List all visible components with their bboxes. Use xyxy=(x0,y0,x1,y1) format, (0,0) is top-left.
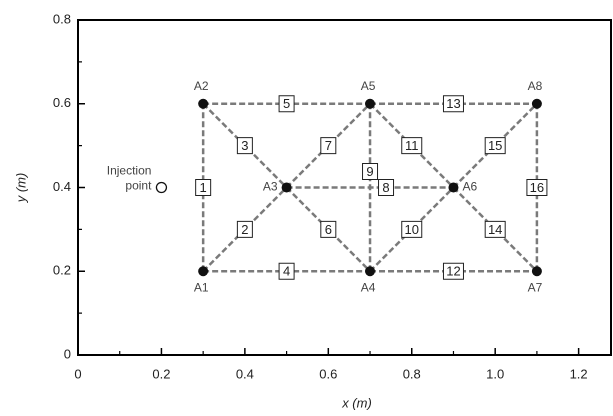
edge-label: 6 xyxy=(325,222,332,237)
node xyxy=(365,266,376,277)
y-tick-label: 0.6 xyxy=(53,95,71,110)
x-tick-label: 0.8 xyxy=(403,366,421,381)
annotation-text: Injection xyxy=(107,164,152,178)
injection-point xyxy=(155,181,168,194)
node xyxy=(365,98,376,109)
edge-label-box xyxy=(484,220,506,238)
node-label: A2 xyxy=(194,79,209,93)
edge-label: 13 xyxy=(446,96,460,111)
x-tick-label: 0.4 xyxy=(236,366,254,381)
node xyxy=(448,182,459,193)
edge-label-box xyxy=(378,179,395,196)
edge-label: 4 xyxy=(283,264,290,279)
node-label: A4 xyxy=(361,280,376,294)
node-label: A1 xyxy=(194,280,209,294)
edge-label: 9 xyxy=(366,164,373,179)
edge-label: 7 xyxy=(325,138,332,153)
edge-label: 16 xyxy=(530,180,544,195)
edge-label: 14 xyxy=(488,222,502,237)
node xyxy=(531,98,542,109)
edge-label: 15 xyxy=(488,138,502,153)
edge-label: 11 xyxy=(405,138,419,153)
edge-label-box xyxy=(401,137,423,155)
edge-label: 10 xyxy=(405,222,419,237)
edge-label-box xyxy=(320,137,337,155)
edge-label-box xyxy=(236,137,253,155)
y-tick-label: 0 xyxy=(64,346,71,361)
x-tick-label: 1.2 xyxy=(570,366,588,381)
edge-label-box xyxy=(320,220,337,238)
edge-label-box xyxy=(362,163,379,180)
y-tick-label: 0.2 xyxy=(53,263,71,278)
edge-label-box xyxy=(526,179,548,196)
x-tick-label: 0 xyxy=(74,366,81,381)
edge-label-box xyxy=(442,262,464,280)
node xyxy=(531,266,542,277)
y-tick-label: 0.4 xyxy=(53,179,71,194)
edge-label: 8 xyxy=(382,180,389,195)
node xyxy=(198,98,209,109)
annotation-text: point xyxy=(125,179,152,193)
edge-label: 2 xyxy=(241,222,248,237)
node-label: A7 xyxy=(528,280,543,294)
edge-label-box xyxy=(236,220,253,238)
node-label: A5 xyxy=(361,79,376,93)
x-tick-label: 0.6 xyxy=(319,366,337,381)
edge-label-box xyxy=(401,220,423,238)
edge-label: 5 xyxy=(283,96,290,111)
x-axis-label: x (m) xyxy=(341,395,372,410)
x-tick-label: 1.0 xyxy=(486,366,504,381)
edge-label-box xyxy=(442,95,464,113)
node-label: A3 xyxy=(263,180,278,194)
edge-label-box xyxy=(484,137,506,155)
edge-label-box xyxy=(278,95,295,113)
edge-label: 1 xyxy=(200,180,207,195)
edge-label-box xyxy=(278,262,295,280)
edge-label: 3 xyxy=(241,138,248,153)
node xyxy=(281,182,292,193)
x-tick-label: 0.2 xyxy=(152,366,170,381)
y-axis-label: y (m) xyxy=(13,173,28,204)
node-label: A8 xyxy=(528,79,543,93)
node xyxy=(198,266,209,277)
edge-label-box xyxy=(195,179,212,196)
node-label: A6 xyxy=(462,180,477,194)
edge-label: 12 xyxy=(446,264,460,279)
y-tick-label: 0.8 xyxy=(53,11,71,26)
